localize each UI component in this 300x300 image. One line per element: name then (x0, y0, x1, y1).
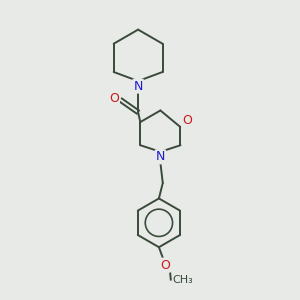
Text: CH₃: CH₃ (172, 275, 193, 285)
Text: N: N (156, 150, 165, 163)
Text: N: N (134, 80, 143, 93)
Text: O: O (182, 114, 192, 128)
Text: O: O (160, 259, 170, 272)
Text: O: O (109, 92, 119, 105)
